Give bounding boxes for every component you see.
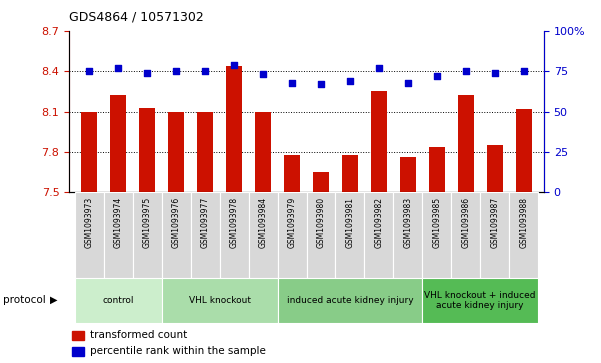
- Bar: [400, 158, 416, 192]
- Point: [374, 65, 383, 71]
- Point: [432, 73, 442, 79]
- Text: GSM1093988: GSM1093988: [519, 197, 528, 248]
- Bar: [72, 347, 84, 356]
- Text: GSM1093987: GSM1093987: [490, 197, 499, 248]
- FancyBboxPatch shape: [335, 192, 364, 278]
- Point: [461, 68, 471, 74]
- Bar: [458, 95, 474, 192]
- FancyBboxPatch shape: [307, 192, 335, 278]
- Bar: [429, 147, 445, 192]
- Text: GSM1093984: GSM1093984: [258, 197, 267, 248]
- Point: [85, 68, 94, 74]
- Bar: [139, 107, 155, 192]
- Text: VHL knockout + induced
acute kidney injury: VHL knockout + induced acute kidney inju…: [424, 291, 536, 310]
- Bar: [487, 145, 502, 192]
- FancyBboxPatch shape: [162, 278, 278, 323]
- FancyBboxPatch shape: [278, 192, 307, 278]
- Point: [171, 68, 181, 74]
- Point: [230, 62, 239, 68]
- FancyBboxPatch shape: [364, 192, 394, 278]
- Text: GSM1093979: GSM1093979: [287, 197, 296, 248]
- Text: GSM1093980: GSM1093980: [317, 197, 326, 248]
- Point: [258, 72, 268, 77]
- FancyBboxPatch shape: [249, 192, 278, 278]
- Point: [345, 78, 355, 84]
- Text: GSM1093977: GSM1093977: [201, 197, 210, 248]
- FancyBboxPatch shape: [451, 192, 480, 278]
- Point: [403, 79, 413, 85]
- FancyBboxPatch shape: [394, 192, 423, 278]
- Text: GSM1093985: GSM1093985: [432, 197, 441, 248]
- FancyBboxPatch shape: [278, 278, 423, 323]
- Text: GSM1093983: GSM1093983: [403, 197, 412, 248]
- Point: [316, 81, 326, 87]
- Text: GSM1093978: GSM1093978: [230, 197, 239, 248]
- FancyBboxPatch shape: [480, 192, 509, 278]
- Bar: [81, 111, 97, 192]
- Bar: [72, 331, 84, 340]
- Text: induced acute kidney injury: induced acute kidney injury: [287, 296, 413, 305]
- Text: VHL knockout: VHL knockout: [189, 296, 251, 305]
- FancyBboxPatch shape: [219, 192, 249, 278]
- Text: GSM1093981: GSM1093981: [346, 197, 355, 248]
- FancyBboxPatch shape: [509, 192, 538, 278]
- Text: GSM1093976: GSM1093976: [172, 197, 181, 248]
- FancyBboxPatch shape: [423, 192, 451, 278]
- Text: GSM1093973: GSM1093973: [85, 197, 94, 248]
- Bar: [226, 66, 242, 192]
- Text: protocol: protocol: [3, 295, 46, 305]
- FancyBboxPatch shape: [191, 192, 219, 278]
- Text: control: control: [103, 296, 134, 305]
- Text: GSM1093982: GSM1093982: [374, 197, 383, 248]
- Point: [142, 70, 152, 76]
- Text: GSM1093974: GSM1093974: [114, 197, 123, 248]
- Bar: [255, 111, 271, 192]
- Text: GSM1093986: GSM1093986: [461, 197, 470, 248]
- Text: ▶: ▶: [50, 295, 57, 305]
- FancyBboxPatch shape: [133, 192, 162, 278]
- Bar: [313, 172, 329, 192]
- Point: [287, 79, 297, 85]
- FancyBboxPatch shape: [104, 192, 133, 278]
- Bar: [342, 155, 358, 192]
- FancyBboxPatch shape: [75, 192, 104, 278]
- Point: [519, 68, 528, 74]
- Bar: [197, 111, 213, 192]
- Point: [200, 68, 210, 74]
- Bar: [111, 95, 126, 192]
- Text: GSM1093975: GSM1093975: [143, 197, 152, 248]
- Bar: [371, 91, 387, 192]
- Bar: [516, 109, 532, 192]
- Bar: [284, 155, 300, 192]
- Bar: [168, 111, 184, 192]
- FancyBboxPatch shape: [162, 192, 191, 278]
- Text: percentile rank within the sample: percentile rank within the sample: [90, 346, 266, 356]
- Point: [490, 70, 499, 76]
- Text: transformed count: transformed count: [90, 330, 188, 340]
- Text: GDS4864 / 10571302: GDS4864 / 10571302: [69, 11, 204, 24]
- FancyBboxPatch shape: [75, 278, 162, 323]
- Point: [114, 65, 123, 71]
- FancyBboxPatch shape: [423, 278, 538, 323]
